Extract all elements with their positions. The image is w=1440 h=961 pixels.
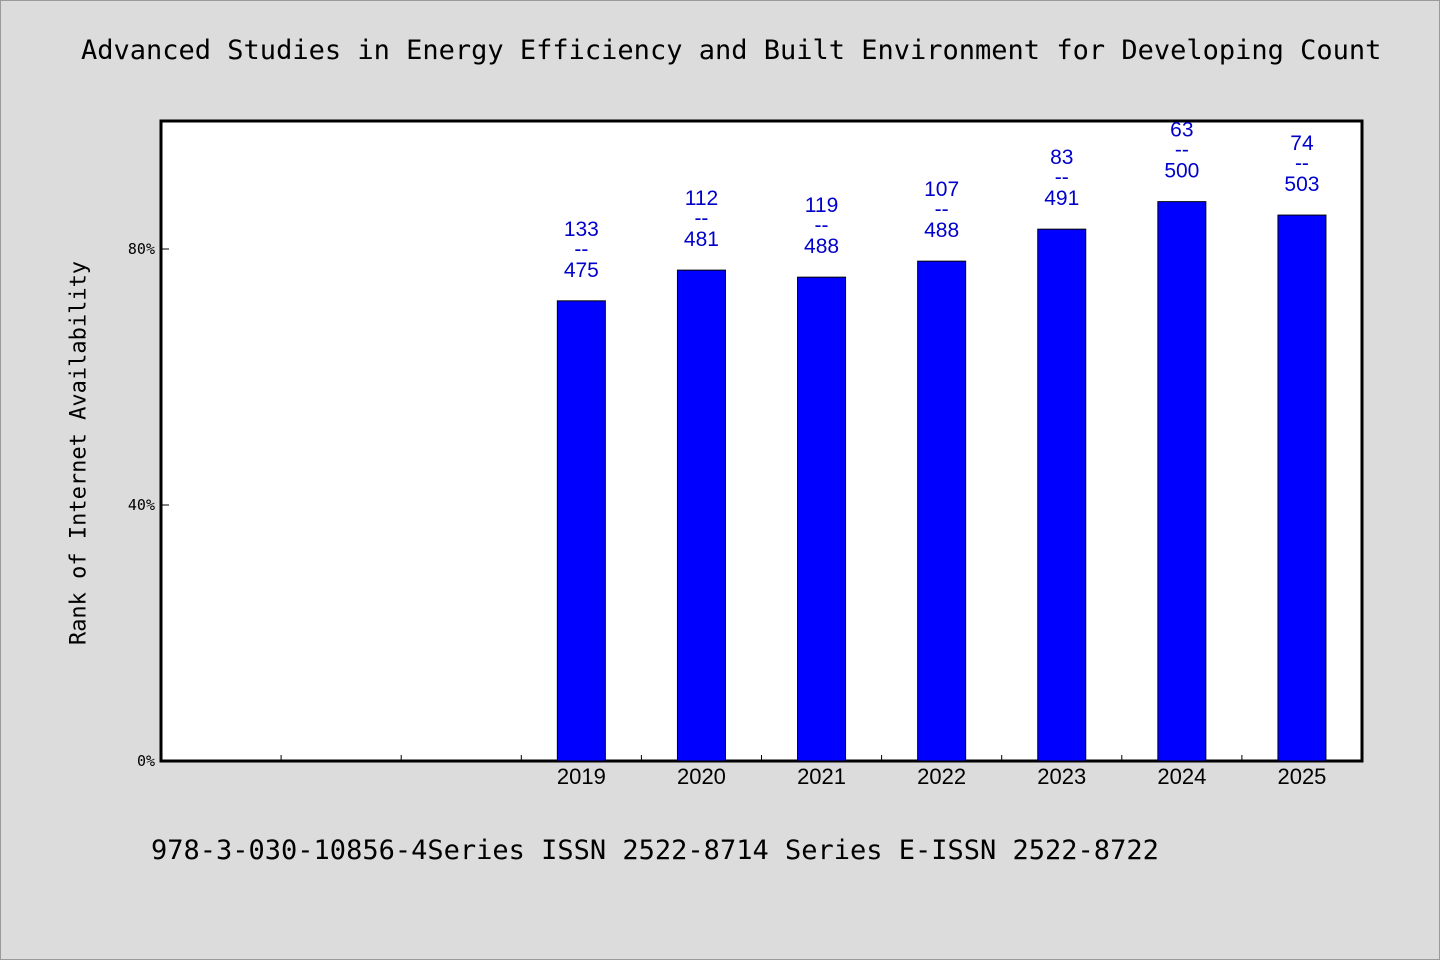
data-label-top: 63 <box>1170 119 1193 142</box>
data-label-top: 119 <box>805 194 838 217</box>
footnote-isbn: 978-3-030-10856-4Series ISSN 2522-8714 S… <box>151 835 1159 866</box>
x-category-label: 2021 <box>797 764 846 789</box>
data-label-bottom: 500 <box>1164 160 1199 183</box>
x-axis-ticks <box>280 755 1243 761</box>
chart-title: Advanced Studies in Energy Efficiency an… <box>81 35 1382 66</box>
bar-2025 <box>1277 214 1327 762</box>
y-tick-label: 0% <box>137 752 155 770</box>
x-category-label: 2023 <box>1037 764 1086 789</box>
y-tick-label: 40% <box>128 496 155 514</box>
data-label-separator: -- <box>1055 166 1069 189</box>
data-label-bottom: 475 <box>564 259 599 282</box>
data-label-separator: -- <box>815 214 829 237</box>
bar-2024 <box>1157 201 1207 762</box>
bars <box>556 201 1327 762</box>
data-label-top: 83 <box>1050 146 1073 169</box>
data-labels: 133--475112--481119--488107--48883--4916… <box>564 119 1320 282</box>
x-category-label: 2024 <box>1157 764 1206 789</box>
data-label-separator: -- <box>694 207 708 230</box>
data-label-top: 107 <box>924 178 959 201</box>
data-label-top: 74 <box>1290 132 1314 155</box>
category-labels: 2019 2020 2021 2022 2023 2024 2025 <box>557 764 1327 789</box>
data-label-separator: -- <box>935 198 949 221</box>
x-category-label: 2019 <box>557 764 606 789</box>
x-category-label: 2025 <box>1277 764 1326 789</box>
data-label-bottom: 503 <box>1284 173 1319 196</box>
data-label-top: 133 <box>564 218 599 241</box>
data-label-bottom: 488 <box>924 219 959 242</box>
x-category-label: 2022 <box>917 764 966 789</box>
y-axis-ticks: 0% 40% 80% <box>128 240 169 770</box>
data-label-separator: -- <box>574 238 588 261</box>
bar-2022 <box>917 260 967 762</box>
bar-2019 <box>556 300 606 762</box>
data-label-bottom: 488 <box>804 235 839 258</box>
data-label-separator: -- <box>1295 152 1309 175</box>
data-label-top: 112 <box>685 187 718 210</box>
data-label-bottom: 491 <box>1044 187 1079 210</box>
bar-2021 <box>797 276 847 762</box>
bar-2020 <box>676 269 726 762</box>
y-tick-label: 80% <box>128 240 155 258</box>
bar-2023 <box>1037 228 1087 762</box>
data-label-separator: -- <box>1175 139 1189 162</box>
data-label-bottom: 481 <box>684 228 719 251</box>
x-category-label: 2020 <box>677 764 726 789</box>
